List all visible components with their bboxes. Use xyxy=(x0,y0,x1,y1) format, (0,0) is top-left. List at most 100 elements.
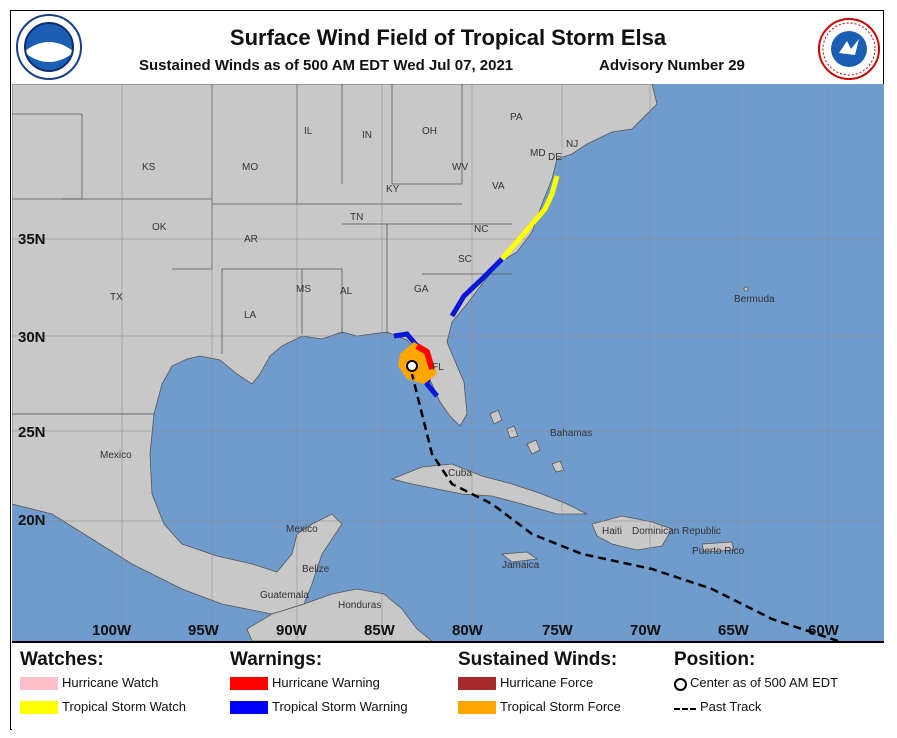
legend-position: Position: Center as of 500 AM EDT Past T… xyxy=(674,649,838,719)
state-in: IN xyxy=(362,130,372,141)
legend-item-center: Center as of 500 AM EDT xyxy=(674,674,838,695)
state-va: VA xyxy=(492,181,505,192)
legend-item-ts-warning: Tropical Storm Warning xyxy=(230,698,408,719)
legend-label: Tropical Storm Warning xyxy=(272,699,408,714)
place-bahamas: Bahamas xyxy=(550,428,593,439)
state-ks: KS xyxy=(142,162,156,173)
legend-position-heading: Position: xyxy=(674,649,756,670)
lon-85w: 85W xyxy=(364,622,395,639)
lon-100w: 100W xyxy=(92,622,132,639)
legend-label: Center as of 500 AM EDT xyxy=(690,675,839,690)
lon-70w: 70W xyxy=(630,622,661,639)
state-mo: MO xyxy=(242,162,259,173)
place-puerto-rico: Puerto Rico xyxy=(692,546,745,557)
lon-80w: 80W xyxy=(452,622,483,639)
state-pa: PA xyxy=(510,112,523,123)
place-cuba: Cuba xyxy=(448,468,472,479)
state-ky: KY xyxy=(386,184,400,195)
place-belize: Belize xyxy=(302,564,330,575)
state-ok: OK xyxy=(152,222,167,233)
bahamas-landmass xyxy=(489,409,565,473)
jamaica-landmass xyxy=(500,551,539,563)
legend-warnings: Warnings: Hurricane Warning Tropical Sto… xyxy=(230,649,408,719)
ts-warning-swatch xyxy=(230,701,268,714)
place-jamaica: Jamaica xyxy=(502,560,540,571)
state-ms: MS xyxy=(296,284,311,295)
legend-item-hurricane-warning: Hurricane Warning xyxy=(230,674,380,695)
legend-watches: Watches: Hurricane Watch Tropical Storm … xyxy=(20,649,186,719)
legend-label: Hurricane Warning xyxy=(272,675,380,690)
legend-warnings-heading: Warnings: xyxy=(230,649,323,670)
lat-20n: 20N xyxy=(18,512,46,529)
state-nj: NJ xyxy=(566,139,579,150)
place-guatemala: Guatemala xyxy=(260,590,309,601)
hispaniola-landmass xyxy=(591,515,673,551)
center-circle-icon xyxy=(674,678,687,691)
hurricane-watch-swatch xyxy=(20,677,58,690)
state-al: AL xyxy=(340,286,353,297)
dashed-line-icon xyxy=(674,708,696,710)
place-bermuda: Bermuda xyxy=(734,294,775,305)
legend-label: Past Track xyxy=(700,699,762,714)
lat-30n: 30N xyxy=(18,329,46,346)
state-ga: GA xyxy=(414,284,429,295)
cuba-landmass xyxy=(390,463,588,515)
state-fl: FL xyxy=(432,362,444,373)
tropical-storm-warning-east xyxy=(449,257,504,318)
legend-label: Hurricane Force xyxy=(500,675,594,690)
ts-watch-swatch xyxy=(20,701,58,714)
legend-item-past-track: Past Track xyxy=(674,698,761,719)
state-sc: SC xyxy=(458,254,472,265)
lat-25n: 25N xyxy=(18,424,46,441)
map-canvas xyxy=(12,84,884,641)
state-md: MD xyxy=(530,148,546,159)
map-area: 35N 30N 25N 20N 100W 95W 90W 85W 80W 75W… xyxy=(12,84,884,641)
place-dominican-republic: Dominican Republic xyxy=(632,526,721,537)
legend-item-hurricane-watch: Hurricane Watch xyxy=(20,674,158,695)
state-ar: AR xyxy=(244,234,258,245)
tropical-storm-watch-segment xyxy=(500,175,560,261)
legend-item-ts-force: Tropical Storm Force xyxy=(458,698,621,719)
lon-90w: 90W xyxy=(276,622,307,639)
state-il: IL xyxy=(304,126,313,137)
legend: Watches: Hurricane Watch Tropical Storm … xyxy=(12,641,884,732)
advisory-number: Advisory Number 29 xyxy=(599,57,745,74)
central-america-landmass xyxy=(246,588,433,641)
hurricane-force-swatch xyxy=(458,677,496,690)
legend-label: Tropical Storm Force xyxy=(500,699,621,714)
state-de: DE xyxy=(548,152,562,163)
state-tx: TX xyxy=(110,292,123,303)
legend-item-ts-watch: Tropical Storm Watch xyxy=(20,698,186,719)
lon-65w: 65W xyxy=(718,622,749,639)
map-subtitle: Sustained Winds as of 500 AM EDT Wed Jul… xyxy=(139,57,514,74)
state-la: LA xyxy=(244,310,257,321)
place-mexico-2: Mexico xyxy=(286,524,318,535)
hurricane-warning-swatch xyxy=(230,677,268,690)
tropical-storm-warning-gulf xyxy=(393,331,419,348)
legend-label: Tropical Storm Watch xyxy=(62,699,187,714)
puerto-rico-landmass xyxy=(701,541,735,553)
mexico-landmass xyxy=(12,413,343,615)
state-oh: OH xyxy=(422,126,437,137)
hurricane-warning-segment xyxy=(415,343,435,370)
noaa-logo xyxy=(16,14,82,80)
ts-force-swatch xyxy=(458,701,496,714)
place-haiti: Haiti xyxy=(602,526,623,537)
legend-winds-heading: Sustained Winds: xyxy=(458,649,618,670)
header: Surface Wind Field of Tropical Storm Els… xyxy=(11,11,885,85)
bermuda-island xyxy=(743,286,749,292)
state-tn: TN xyxy=(350,212,364,223)
state-nc: NC xyxy=(474,224,489,235)
lon-95w: 95W xyxy=(188,622,219,639)
lon-60w: 60W xyxy=(808,622,839,639)
lat-35n: 35N xyxy=(18,231,46,248)
lon-75w: 75W xyxy=(542,622,573,639)
map-title: Surface Wind Field of Tropical Storm Els… xyxy=(229,25,667,50)
legend-item-hurricane-force: Hurricane Force xyxy=(458,674,617,695)
state-wv: WV xyxy=(452,162,469,173)
place-honduras: Honduras xyxy=(338,600,382,611)
legend-watches-heading: Watches: xyxy=(20,649,104,670)
past-track-line xyxy=(410,373,839,641)
storm-center-marker xyxy=(406,360,418,372)
legend-winds: Sustained Winds: Hurricane Force Tropica… xyxy=(458,649,621,719)
